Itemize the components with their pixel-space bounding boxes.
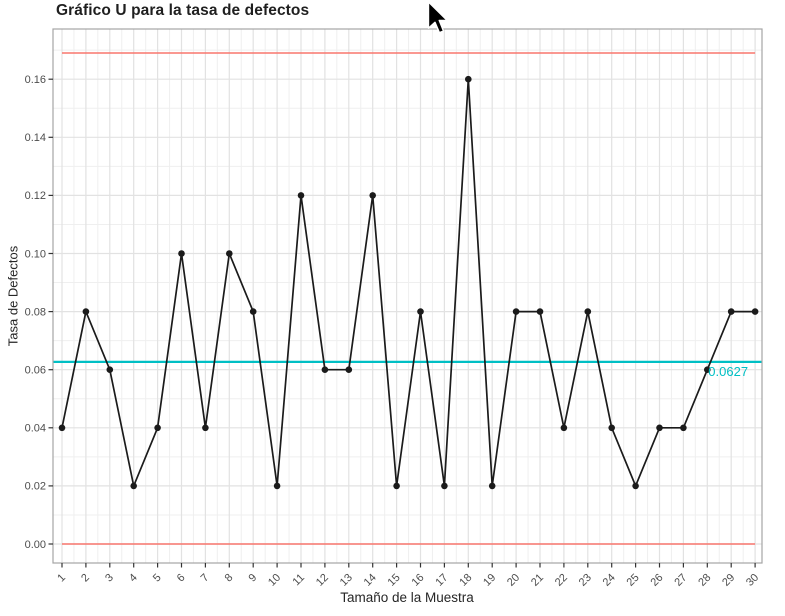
data-point (727, 308, 735, 315)
x-tick-label: 21 (529, 572, 546, 589)
x-tick-label: 23 (577, 572, 594, 589)
x-tick-label: 20 (505, 572, 522, 589)
x-tick-label: 1 (55, 572, 68, 585)
data-point (369, 192, 377, 199)
data-point (560, 424, 568, 432)
data-point (345, 366, 353, 374)
x-tick-label: 6 (175, 572, 188, 585)
x-tick-label: 27 (672, 572, 689, 589)
data-point (321, 366, 329, 374)
center-line-label: 0.0627 (708, 364, 748, 379)
data-point (393, 482, 400, 490)
x-tick-label: 16 (409, 572, 426, 589)
y-tick-label: 0.04 (25, 423, 46, 435)
data-point (106, 366, 114, 374)
x-tick-label: 11 (291, 572, 308, 589)
x-tick-label: 18 (457, 572, 474, 589)
data-point (465, 75, 472, 83)
data-point (608, 424, 615, 432)
mouse-cursor-icon (427, 1, 448, 34)
y-tick-label: 0.02 (25, 481, 46, 493)
data-point (441, 482, 448, 490)
data-point (82, 308, 90, 315)
gridlines-major (53, 29, 762, 563)
data-point (488, 482, 496, 490)
x-tick-label: 4 (127, 572, 140, 585)
y-tick-label: 0.00 (25, 539, 46, 551)
data-point (632, 482, 639, 490)
x-tick-label: 26 (648, 572, 665, 589)
x-tick-label: 22 (553, 572, 570, 589)
x-axis-title: Tamaño de la Muestra (340, 590, 474, 605)
y-tick-label: 0.06 (25, 365, 46, 377)
data-point (154, 424, 161, 432)
x-tick-label: 2 (79, 572, 92, 585)
series-line (61, 78, 756, 487)
x-tick-label: 28 (696, 572, 713, 589)
y-tick-label: 0.12 (25, 190, 46, 202)
x-tick-label: 7 (199, 572, 212, 585)
data-point (536, 308, 544, 315)
data-point (512, 308, 520, 315)
x-axis-ticks: 1 2 3 4 5 6 7 8 9 10 11 12 13 14 15 16 17 18 19 20 21 22 23 24 2… (55, 563, 761, 589)
x-tick-label: 9 (247, 572, 260, 585)
data-point (226, 250, 233, 257)
x-tick-label: 10 (266, 572, 283, 589)
data-point (178, 250, 185, 257)
y-tick-label: 0.10 (25, 248, 46, 260)
data-point (297, 192, 305, 199)
x-tick-label: 3 (103, 572, 116, 585)
data-point (249, 308, 257, 315)
data-point (680, 424, 687, 432)
y-axis-ticks: 0.00 0.02 0.04 0.06 0.08 0.10 0.12 0.14 0.16 (25, 74, 53, 551)
x-tick-label: 30 (744, 572, 761, 589)
data-point (656, 424, 663, 432)
data-point (130, 482, 137, 490)
y-axis-title: Tasa de Defectos (5, 245, 21, 347)
x-tick-label: 14 (362, 572, 379, 589)
data-point (58, 424, 66, 432)
data-point (273, 482, 281, 490)
data-point (584, 308, 592, 315)
data-point (417, 308, 424, 315)
data-point (751, 308, 759, 315)
x-tick-label: 8 (223, 572, 236, 585)
x-tick-label: 29 (720, 572, 737, 589)
x-tick-label: 5 (151, 572, 164, 585)
x-tick-label: 24 (601, 572, 618, 589)
y-tick-label: 0.08 (25, 306, 46, 318)
x-tick-label: 12 (314, 572, 331, 589)
x-tick-label: 13 (338, 572, 355, 589)
x-tick-label: 19 (481, 572, 498, 589)
x-tick-label: 15 (386, 572, 403, 589)
x-tick-label: 25 (625, 572, 642, 589)
panel-background (53, 29, 762, 563)
x-tick-label: 17 (433, 572, 450, 589)
data-point (202, 424, 209, 432)
y-tick-label: 0.16 (25, 74, 46, 86)
chart-title: Gráfico U para la tasa de defectos (56, 2, 310, 19)
data-point (704, 366, 711, 374)
data-points (58, 75, 759, 490)
y-tick-label: 0.14 (25, 132, 46, 144)
gridlines-minor (53, 29, 762, 563)
panel-border (52, 28, 763, 564)
